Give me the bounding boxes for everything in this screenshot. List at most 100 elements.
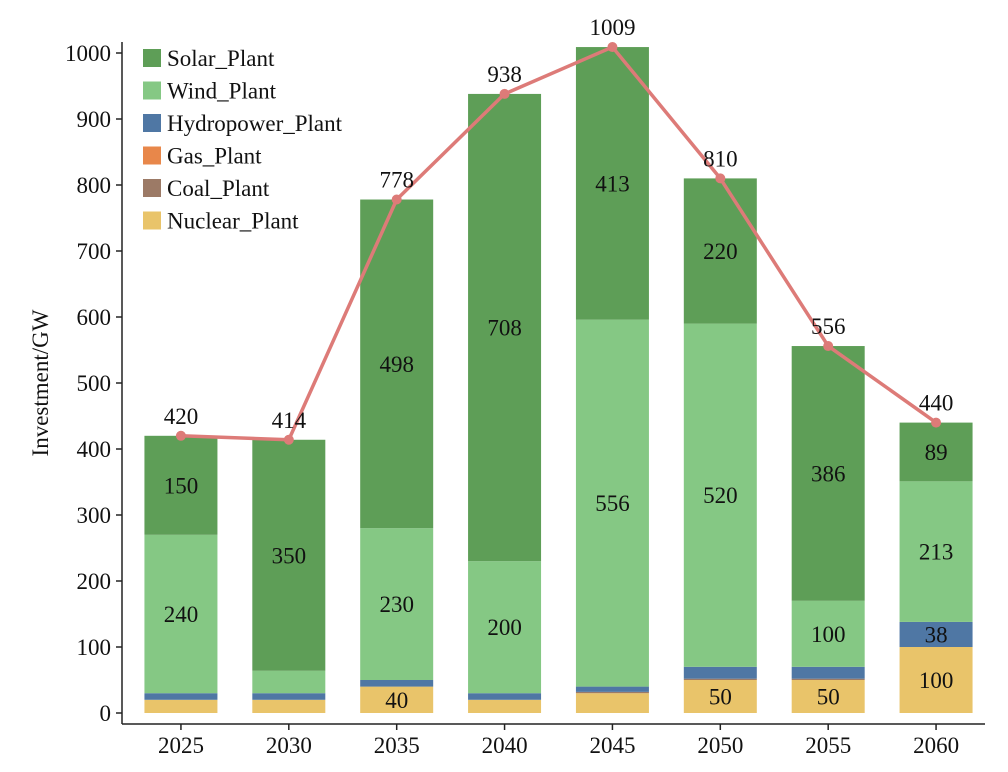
- segment-label-solar-plant-2055: 386: [811, 461, 846, 486]
- segment-label-solar-plant-2030: 350: [272, 543, 307, 568]
- legend-label-nuclear-plant: Nuclear_Plant: [167, 209, 299, 234]
- axes-layer: 0 100 200 300 400 500 600 700 800 900 1000 2025 2030…: [65, 41, 985, 758]
- segment-label-wind-plant-2025: 240: [164, 602, 199, 627]
- total-point-2045: [607, 42, 618, 53]
- bar-segment-wind-plant-2030: [252, 670, 326, 694]
- segment-label-wind-plant-2055: 100: [811, 622, 846, 647]
- y-tick-label-0: 0: [100, 701, 112, 726]
- segment-label-hydropower-plant-2060: 38: [925, 622, 948, 647]
- x-tick-label-2060: 2060: [913, 733, 959, 758]
- x-tick-label-2040: 2040: [482, 733, 528, 758]
- legend-swatch-nuclear-plant: [143, 211, 161, 230]
- legend-label-gas-plant: Gas_Plant: [167, 144, 262, 169]
- total-line: [180, 45, 938, 442]
- y-tick-label-700: 700: [77, 239, 112, 264]
- x-tick-label-2055: 2055: [805, 733, 851, 758]
- bar-segment-coal-plant-2050: [683, 678, 757, 680]
- y-tick-label-900: 900: [77, 107, 112, 132]
- bar-segment-hydropower-plant-2060: [899, 621, 973, 647]
- y-tick-label-1000: 1000: [65, 41, 111, 66]
- segment-labels-layer: 240 150 350 40 230 498 200 708 556 413 50 520 220 50 1…: [164, 171, 954, 712]
- total-point-2050: [715, 173, 726, 184]
- segment-label-nuclear-plant-2035: 40: [385, 688, 408, 713]
- total-label-2045: 1009: [589, 15, 635, 40]
- bar-segment-hydropower-plant-2055: [791, 666, 865, 679]
- bar-segment-wind-plant-2040: [468, 561, 542, 694]
- bar-segment-nuclear-plant-2030: [252, 699, 326, 713]
- bar-segment-coal-plant-2045: [575, 691, 649, 694]
- legend-swatch-wind-plant: [143, 81, 161, 100]
- bar-segment-solar-plant-2050: [683, 178, 757, 324]
- total-label-2055: 556: [811, 314, 846, 339]
- x-tick-label-2045: 2045: [589, 733, 635, 758]
- total-point-2055: [823, 341, 834, 352]
- bar-segment-coal-plant-2055: [791, 678, 865, 680]
- bar-segment-nuclear-plant-2035: [360, 686, 434, 713]
- legend-swatch-coal-plant: [143, 179, 161, 197]
- bar-segment-solar-plant-2060: [899, 422, 973, 482]
- total-label-2050: 810: [703, 146, 738, 171]
- bar-segment-nuclear-plant-2060: [899, 647, 973, 713]
- x-tick-label-2030: 2030: [266, 733, 312, 758]
- bar-segment-hydropower-plant-2045: [575, 686, 649, 692]
- segment-label-wind-plant-2040: 200: [487, 615, 522, 640]
- bar-segment-nuclear-plant-2045: [575, 693, 649, 713]
- y-tick-label-200: 200: [77, 569, 112, 594]
- bar-segment-wind-plant-2025: [144, 534, 218, 694]
- bar-segment-hydropower-plant-2050: [683, 666, 757, 679]
- bar-segment-solar-plant-2025: [144, 435, 218, 535]
- legend-label-hydropower-plant: Hydropower_Plant: [167, 111, 343, 136]
- y-axis-title: Investment/GW: [28, 309, 53, 456]
- total-label-2060: 440: [919, 391, 954, 416]
- segment-label-solar-plant-2025: 150: [164, 473, 199, 498]
- bar-segment-nuclear-plant-2055: [791, 680, 865, 713]
- legend-swatch-gas-plant: [143, 146, 161, 165]
- bar-segment-wind-plant-2050: [683, 323, 757, 667]
- segment-label-wind-plant-2035: 230: [379, 592, 414, 617]
- bar-segment-hydropower-plant-2040: [468, 693, 542, 700]
- segment-label-wind-plant-2045: 556: [595, 491, 630, 516]
- segment-label-nuclear-plant-2060: 100: [919, 668, 954, 693]
- segment-label-nuclear-plant-2055: 50: [817, 685, 840, 710]
- bar-segment-hydropower-plant-2030: [252, 693, 326, 700]
- segment-label-solar-plant-2050: 220: [703, 239, 738, 264]
- total-point-2025: [175, 430, 186, 441]
- y-tick-label-500: 500: [77, 371, 112, 396]
- segment-label-solar-plant-2060: 89: [925, 440, 948, 465]
- total-point-2060: [931, 417, 942, 428]
- bar-segment-nuclear-plant-2050: [683, 680, 757, 713]
- total-point-2035: [391, 194, 402, 205]
- bar-segment-nuclear-plant-2040: [468, 699, 542, 713]
- y-tick-label-100: 100: [77, 635, 112, 660]
- total-line-layer: 420 414 778 938 1009 810 556 440: [164, 15, 954, 445]
- bar-segment-solar-plant-2055: [791, 346, 865, 601]
- bar-segment-solar-plant-2045: [575, 47, 649, 320]
- bar-segment-wind-plant-2060: [899, 481, 973, 622]
- legend: Solar_Plant Wind_Plant Hydropower_Plant Gas…: [143, 46, 343, 234]
- total-label-2025: 420: [164, 404, 199, 429]
- segment-label-wind-plant-2060: 213: [919, 540, 954, 565]
- total-label-2030: 414: [272, 408, 307, 433]
- bar-segment-wind-plant-2035: [360, 528, 434, 680]
- y-tick-label-300: 300: [77, 503, 112, 528]
- segment-label-solar-plant-2045: 413: [595, 171, 630, 196]
- legend-label-wind-plant: Wind_Plant: [167, 79, 277, 104]
- bar-segment-nuclear-plant-2025: [144, 699, 218, 713]
- total-label-2035: 778: [379, 168, 414, 193]
- segment-label-wind-plant-2050: 520: [703, 483, 738, 508]
- legend-swatch-solar-plant: [143, 49, 161, 67]
- segment-label-solar-plant-2035: 498: [379, 352, 414, 377]
- total-label-2040: 938: [487, 62, 522, 87]
- y-tick-label-800: 800: [77, 173, 112, 198]
- bar-segment-solar-plant-2030: [252, 439, 326, 671]
- bar-segment-solar-plant-2040: [468, 93, 542, 562]
- x-tick-label-2025: 2025: [158, 733, 204, 758]
- total-point-2030: [283, 434, 294, 445]
- bar-segment-hydropower-plant-2035: [360, 680, 434, 687]
- segment-label-nuclear-plant-2050: 50: [709, 685, 732, 710]
- bars-layer: [144, 47, 973, 713]
- bar-segment-wind-plant-2055: [791, 600, 865, 667]
- y-tick-label-400: 400: [77, 437, 112, 462]
